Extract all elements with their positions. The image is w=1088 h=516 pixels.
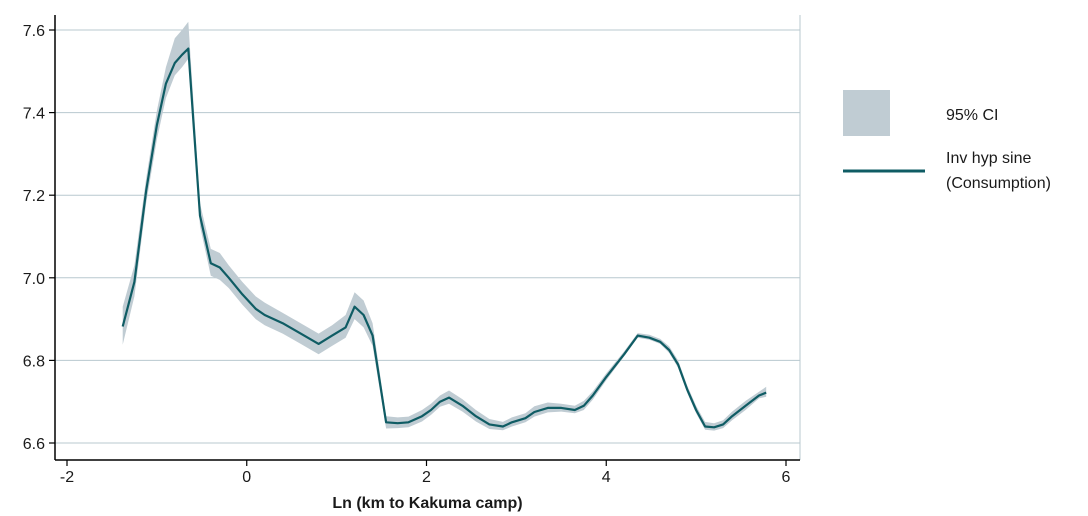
legend-line-label-1: Inv hyp sine bbox=[946, 150, 1031, 167]
legend-line-label-2: (Consumption) bbox=[946, 175, 1051, 192]
x-tick-label-4: 6 bbox=[782, 469, 791, 486]
legend-ci-label: 95% CI bbox=[946, 107, 998, 124]
y-tick-label-5: 7.6 bbox=[23, 23, 45, 40]
y-tick-label-0: 6.6 bbox=[23, 436, 45, 453]
axes bbox=[49, 15, 800, 466]
tick-labels: 6.6 6.8 7.0 7.2 7.4 7.6 -2 0 2 4 6 bbox=[23, 23, 791, 486]
x-axis-title: Ln (km to Kakuma camp) bbox=[332, 495, 522, 512]
y-tick-label-2: 7.0 bbox=[23, 271, 45, 288]
legend-ci-swatch bbox=[843, 90, 890, 136]
x-tick-label-0: -2 bbox=[60, 469, 74, 486]
x-tick-label-1: 0 bbox=[242, 469, 251, 486]
ci-band-area bbox=[122, 21, 767, 431]
legend: 95% CI Inv hyp sine (Consumption) bbox=[843, 90, 1051, 192]
y-tick-label-3: 7.2 bbox=[23, 188, 45, 205]
grid-lines bbox=[55, 15, 801, 460]
x-tick-label-2: 2 bbox=[422, 469, 431, 486]
y-tick-label-1: 6.8 bbox=[23, 353, 45, 370]
y-tick-label-4: 7.4 bbox=[23, 106, 45, 123]
series-line-consumption bbox=[121, 47, 767, 429]
x-tick-label-3: 4 bbox=[602, 469, 611, 486]
